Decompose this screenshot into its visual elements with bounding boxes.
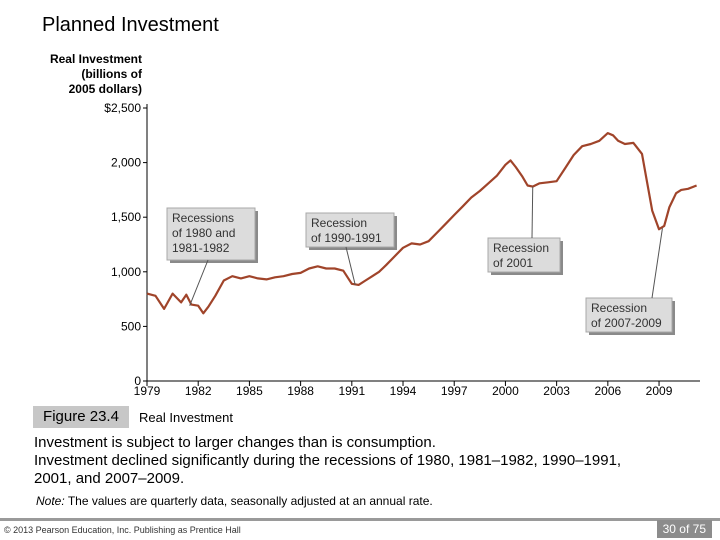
y-tick-label: 1,500 bbox=[111, 210, 141, 224]
y-tick-label: 1,000 bbox=[111, 265, 141, 279]
annotation-text: Recession bbox=[493, 241, 549, 255]
y-tick-label: $2,500 bbox=[104, 101, 141, 115]
description-line: Investment declined significantly during… bbox=[34, 452, 622, 469]
x-tick-label: 2009 bbox=[646, 384, 673, 398]
annotation-leader bbox=[189, 259, 209, 306]
footer-divider bbox=[0, 518, 720, 521]
series-line-real-investment bbox=[146, 132, 697, 315]
annotation-box bbox=[166, 207, 256, 261]
annotation-text: of 2007-2009 bbox=[591, 316, 662, 330]
y-tick-label: 500 bbox=[121, 319, 141, 333]
figure-caption: Real Investment bbox=[139, 410, 233, 425]
x-tick-label: 1991 bbox=[338, 384, 365, 398]
figure-label: Figure 23.4 bbox=[33, 406, 129, 428]
annotation-text: Recession bbox=[591, 301, 647, 315]
x-tick-label: 1994 bbox=[390, 384, 417, 398]
x-tick-label: 2000 bbox=[492, 384, 519, 398]
copyright: © 2013 Pearson Education, Inc. Publishin… bbox=[4, 525, 241, 535]
annotation-text: of 1990-1991 bbox=[311, 231, 382, 245]
page-number: 30 of 75 bbox=[656, 520, 712, 538]
annotation-box bbox=[487, 237, 561, 273]
x-tick-label: 1985 bbox=[236, 384, 263, 398]
annotation-text: Recessions bbox=[172, 211, 234, 225]
x-tick-label: 1997 bbox=[441, 384, 468, 398]
annotation-box bbox=[585, 297, 673, 333]
x-tick-label: 1979 bbox=[134, 384, 161, 398]
description-line: 2001, and 2007–2009. bbox=[34, 470, 185, 487]
y-axis-label: Real Investment (billions of 2005 dollar… bbox=[30, 52, 142, 97]
y-axis-label-line: Real Investment bbox=[49, 52, 142, 66]
description-line: Investment is subject to larger changes … bbox=[34, 434, 436, 451]
annotation-box bbox=[305, 212, 395, 248]
y-tick-label: 0 bbox=[134, 374, 141, 388]
annotation-leader bbox=[531, 186, 534, 239]
y-axis-label-line: (billions of bbox=[81, 67, 142, 81]
note-label: Note: bbox=[36, 494, 65, 508]
figure-description: Investment is subject to larger changes … bbox=[34, 434, 694, 488]
annotation-text: 1981-1982 bbox=[172, 241, 230, 255]
note-text: The values are quarterly data, seasonall… bbox=[67, 494, 433, 508]
annotation-text: Recession bbox=[311, 216, 367, 230]
annotation-text: of 2001 bbox=[493, 256, 533, 270]
x-tick-label: 2003 bbox=[543, 384, 570, 398]
y-tick-label: 2,000 bbox=[111, 156, 141, 170]
slide-title: Planned Investment bbox=[42, 14, 219, 36]
y-axis-label-line: 2005 dollars) bbox=[68, 82, 142, 96]
annotation-text: of 1980 and bbox=[172, 226, 235, 240]
annotation-leader bbox=[651, 228, 663, 299]
x-tick-label: 1982 bbox=[185, 384, 212, 398]
figure-note: Note: The values are quarterly data, sea… bbox=[36, 494, 433, 508]
x-tick-label: 1988 bbox=[287, 384, 314, 398]
annotation-leader bbox=[345, 246, 356, 286]
x-tick-label: 2006 bbox=[594, 384, 621, 398]
